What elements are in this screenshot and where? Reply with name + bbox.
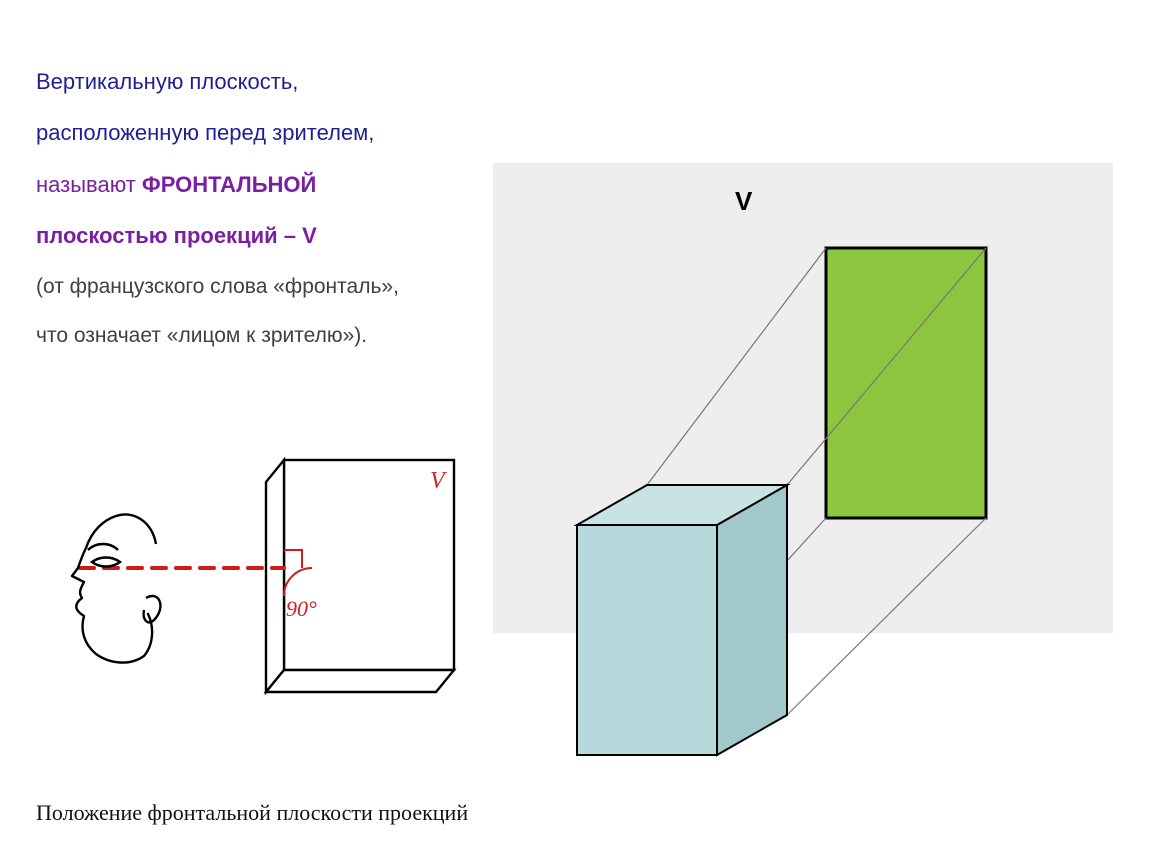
def-line-1a: Вертикальную плоскость,: [36, 56, 496, 107]
projection-diagram: [493, 163, 1133, 823]
def-line-3b: что означает «лицом к зрителю»).: [36, 311, 496, 360]
def-line-2a-prefix: называют: [36, 172, 142, 197]
def-line-1b: расположенную перед зрителем,: [36, 107, 496, 158]
def-line-2a: называют ФРОНТАЛЬНОЙ: [36, 159, 496, 210]
svg-text:90°: 90°: [286, 596, 317, 621]
def-line-2a-bold: ФРОНТАЛЬНОЙ: [142, 172, 316, 197]
def-line-3a: (от французского слова «фронталь»,: [36, 262, 496, 311]
svg-text:V: V: [430, 468, 447, 494]
definition-text: Вертикальную плоскость, расположенную пе…: [36, 56, 496, 360]
observer-diagram: V 90°: [34, 430, 494, 790]
left-diagram-caption: Положение фронтальной плоскости проекций: [36, 800, 468, 826]
def-line-2b: плоскостью проекций – V: [36, 210, 496, 261]
